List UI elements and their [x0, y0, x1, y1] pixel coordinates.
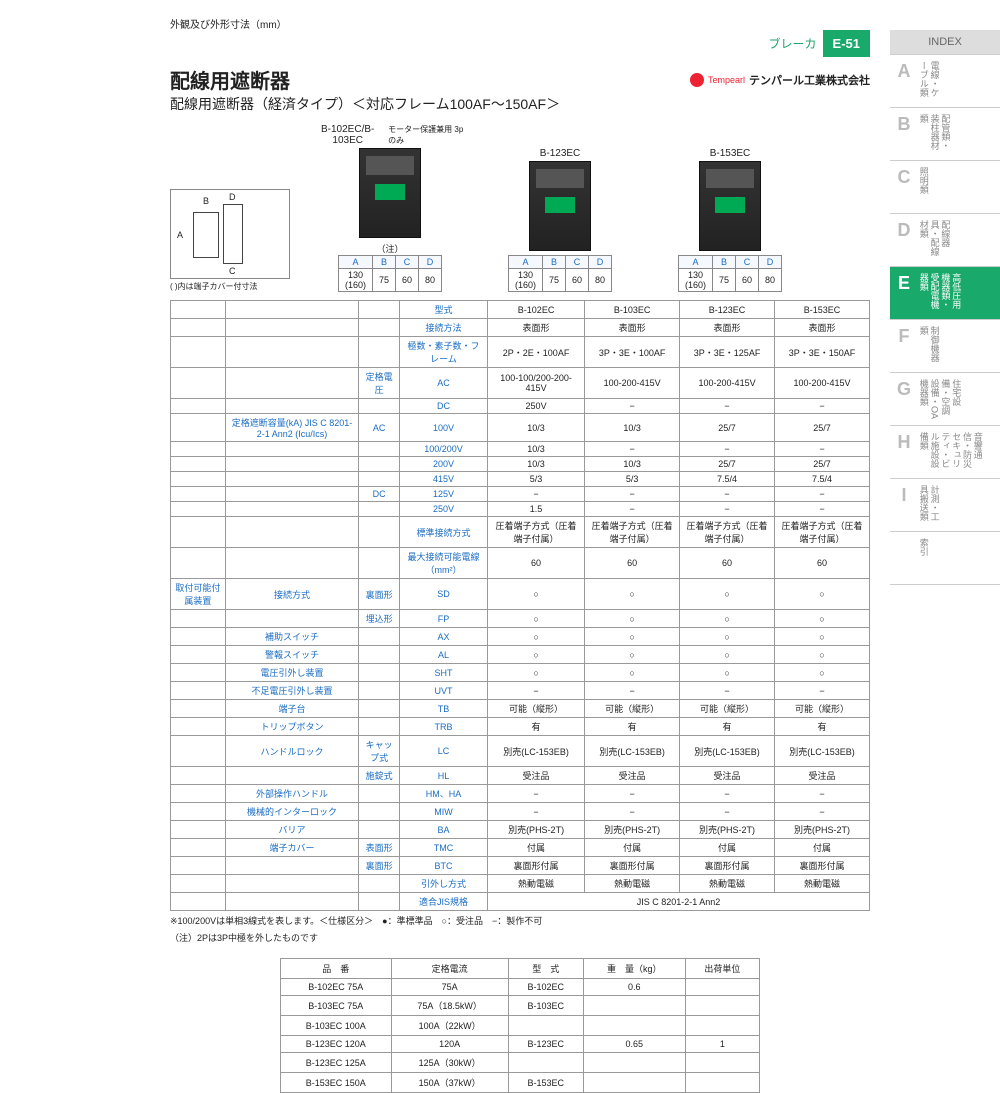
index-tab-B[interactable]: B配管類・装柱器材類 [890, 107, 1000, 160]
spec-table: 型式B-102ECB-103ECB-123ECB-153EC接続方法表面形表面形… [170, 300, 870, 911]
index-tab-A[interactable]: A電線・ケーブル類 [890, 54, 1000, 107]
spec-footnote-1: ※100/200Vは単相3線式を表します。＜仕様区分＞ ●：準標準品 ○：受注品… [170, 915, 870, 928]
spec-footnote-2: （注）2Pは3P中極を外したものです [170, 932, 870, 945]
dim-table-1: ABCD 130(160) 756080 [338, 255, 442, 292]
index-tab-I[interactable]: I計測・工具搬送類 [890, 478, 1000, 531]
index-tab-H[interactable]: H音響通信・防災セキュリティ・ビル施設設備類 [890, 425, 1000, 478]
breaker-image [699, 161, 761, 251]
side-index: INDEX A電線・ケーブル類B配管類・装柱器材類C照明類D配線器具・配線材類E… [890, 30, 1000, 585]
product-row: 外観及び外形寸法（mm） B D C A ( )内は端子カバー付寸法 B-102… [170, 124, 870, 292]
index-tab-D[interactable]: D配線器具・配線材類 [890, 213, 1000, 266]
index-tab-C[interactable]: C照明類 [890, 160, 1000, 213]
dim-table-2: ABCD 130(160) 756080 [508, 255, 612, 292]
product-3: B-153EC ABCD 130(160) 756080 [650, 137, 810, 292]
page-subtitle: 配線用遮断器（経済タイプ）＜対応フレーム100AF～150AF＞ [170, 94, 870, 114]
product-1: B-102EC/B-103EC モーター保護兼用 3pのみ （注） ABCD 1… [310, 124, 470, 292]
brand-icon [690, 73, 704, 87]
breaker-image [359, 148, 421, 238]
brand-name: Tempearl [708, 75, 745, 85]
breadcrumb: ブレーカ [769, 35, 817, 52]
index-tab-F[interactable]: F制御機器類 [890, 319, 1000, 372]
index-header: INDEX [890, 30, 1000, 54]
breaker-image [529, 161, 591, 251]
index-tab-E[interactable]: E高低圧用機器類・受配電機器類 [890, 266, 1000, 319]
index-tab-G[interactable]: G住宅設備・空調設備・OA機器類 [890, 372, 1000, 425]
product-2: B-123EC ABCD 130(160) 756080 [480, 137, 640, 292]
top-bar: ブレーカ E-51 [170, 30, 870, 57]
company-name: テンパール工業株式会社 [749, 72, 870, 88]
page-number: E-51 [823, 30, 870, 57]
dimension-diagram: 外観及び外形寸法（mm） B D C A ( )内は端子カバー付寸法 [170, 189, 300, 292]
parts-table: 品 番定格電流型 式重 量（kg）出荷単位B-102EC 75A75AB-102… [280, 958, 760, 1093]
dim-note: ( )内は端子カバー付寸法 [170, 281, 300, 292]
dim-table-3: ABCD 130(160) 756080 [678, 255, 782, 292]
index-tab-last[interactable]: 索引 [890, 531, 1000, 585]
